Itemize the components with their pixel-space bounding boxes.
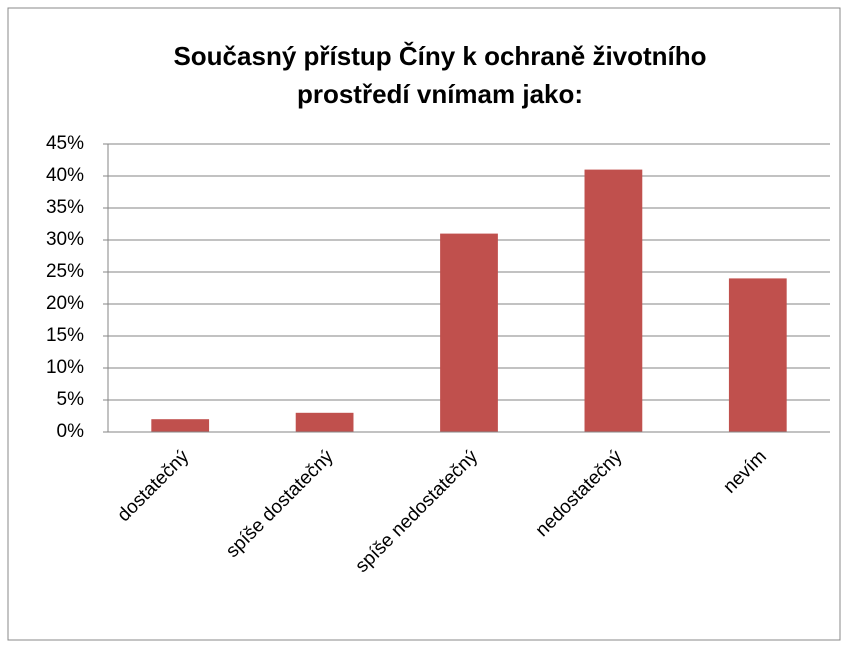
bar [295,412,354,432]
y-tick-label: 10% [46,357,84,378]
y-tick-label: 35% [46,197,84,218]
y-tick-label: 25% [46,261,84,282]
y-tick-label: 45% [46,133,84,154]
bar [151,419,210,432]
bar [728,278,787,432]
chart-title: prostředí vnímam jako: [297,79,583,109]
y-tick-label: 0% [57,421,85,442]
bar [584,169,643,432]
chart-frame [7,7,841,641]
bar [440,233,498,432]
y-tick-label: 20% [46,293,84,314]
chart-title: Současný přístup Číny k ochraně životníh… [173,41,706,71]
y-tick-label: 30% [46,229,84,250]
y-tick-label: 40% [46,165,84,186]
y-tick-label: 15% [46,325,84,346]
y-tick-label: 5% [57,389,85,410]
